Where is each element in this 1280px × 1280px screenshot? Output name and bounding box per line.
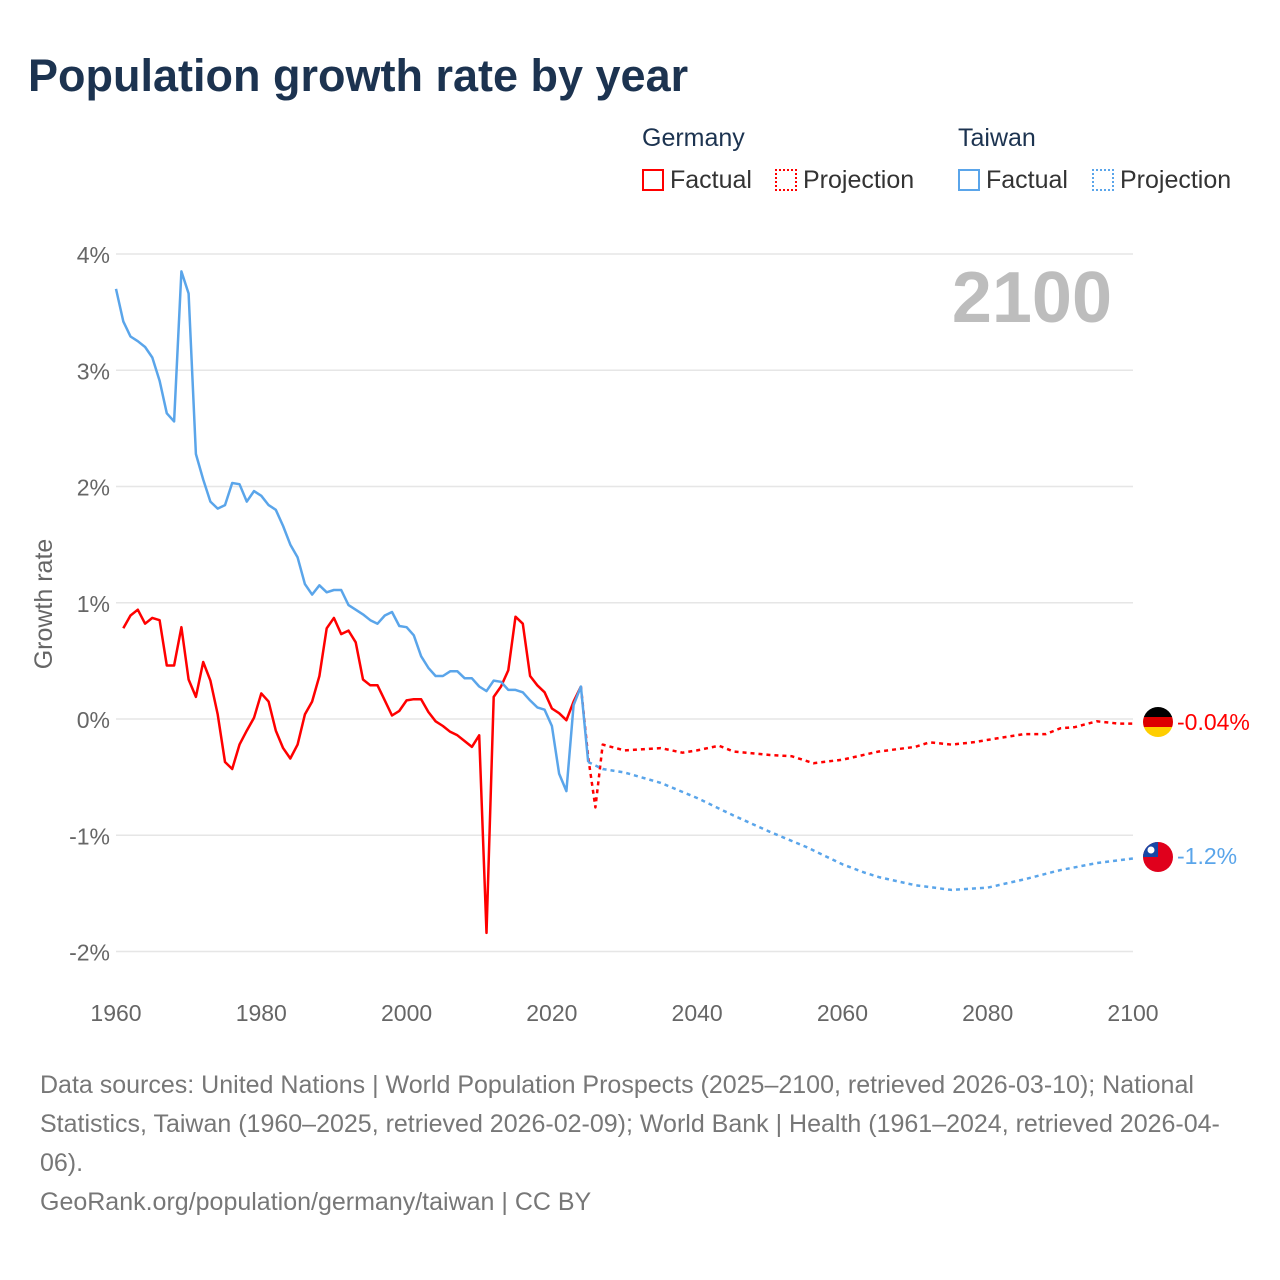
legend-germany-projection[interactable]: Projection [775,166,914,195]
y-tick-label: 2% [77,475,110,501]
y-axis-label: Growth rate [30,539,58,670]
y-tick-label: 3% [77,358,110,384]
x-tick-label: 2060 [817,1000,868,1026]
taiwan-projection-line [587,760,1134,892]
y-tick-label: -2% [69,940,110,966]
chart-title: Population growth rate by year [28,50,689,101]
taiwan-end-label: -1.2% [1177,843,1237,869]
legend-taiwan-projection[interactable]: Projection [1092,166,1231,195]
x-tick-label: 2000 [381,1000,432,1026]
y-tick-label: 4% [77,242,110,268]
legend-germany-header: Germany [642,124,745,152]
y-tick-label: -1% [69,823,110,849]
taiwan-factual-line [114,270,590,793]
x-tick-label: 2080 [962,1000,1013,1026]
y-tick-label: 0% [77,707,110,733]
sources-text: Data sources: United Nations | World Pop… [40,1071,1220,1177]
y-tick-label: 1% [77,591,110,617]
legend-label: Factual [986,166,1068,194]
germany-factual-line [122,608,583,935]
legend-taiwan-factual[interactable]: Factual [958,166,1068,195]
dotted-swatch-icon [1092,169,1114,191]
germany-projection-line [579,686,1133,809]
year-badge: 2100 [952,258,1112,338]
legend-label: Factual [670,166,752,194]
line-chart: 4% 3% 2% 1% 0% -1% -2% 1960 1980 2000 2020 2040 2060… [30,242,1250,1026]
solid-swatch-icon [958,169,980,191]
dotted-swatch-icon [775,169,797,191]
legend-taiwan-header: Taiwan [958,124,1036,152]
legend-germany-factual[interactable]: Factual [642,166,752,195]
solid-swatch-icon [642,169,664,191]
x-tick-label: 1980 [236,1000,287,1026]
x-tick-label: 1960 [90,1000,141,1026]
legend-label: Projection [1120,166,1232,194]
germany-end-label: -0.04% [1177,709,1250,735]
x-tick-label: 2020 [526,1000,577,1026]
legend-label: Projection [803,166,915,194]
data-sources: Data sources: United Nations | World Pop… [40,1066,1250,1222]
credit-link[interactable]: GeoRank.org/population/germany/taiwan | … [40,1188,592,1216]
germany-flag-icon [1143,707,1173,737]
x-tick-label: 2100 [1107,1000,1158,1026]
taiwan-flag-icon [1143,842,1173,872]
x-tick-label: 2040 [672,1000,723,1026]
